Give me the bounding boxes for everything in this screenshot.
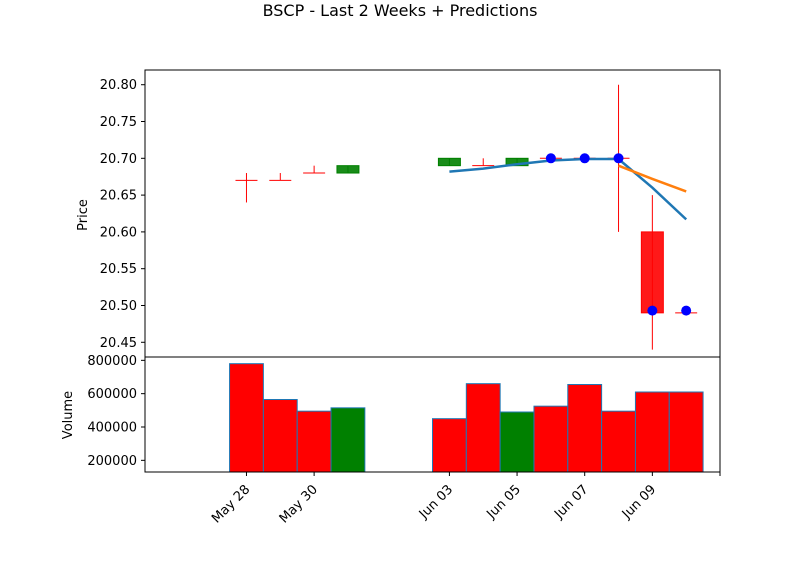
price-y-tick-label: 20.50	[100, 299, 137, 314]
volume-y-tick-label: 200000	[87, 454, 137, 469]
x-tick-label: Jun 07	[551, 482, 591, 522]
volume-bar	[432, 418, 467, 473]
volume-bar	[330, 407, 366, 473]
price-panel: 20.45 20.50 20.55 20.60 20.65 20.70 20.75 20.80	[100, 69, 721, 358]
price-y-tick-label: 20.75	[100, 115, 137, 130]
volume-bar	[229, 363, 264, 473]
candle-body	[437, 157, 461, 167]
prediction-marker	[545, 153, 556, 164]
price-axis-label: Price	[76, 199, 91, 231]
volume-panel: 200000 400000 600000 800000 May 28 May 30 Jun …	[87, 354, 721, 526]
volume-bar	[262, 399, 298, 473]
volume-bar	[499, 411, 535, 473]
volume-y-tick-label: 600000	[87, 387, 137, 402]
x-tick-label: Jun 03	[416, 482, 456, 522]
price-y-tick-label: 20.45	[100, 336, 137, 351]
price-axes-frame	[144, 69, 721, 358]
prediction-marker	[681, 305, 692, 316]
prediction-line	[449, 157, 688, 221]
volume-axes-frame	[144, 356, 721, 473]
volume-bar	[668, 391, 704, 473]
price-y-tick-label: 20.65	[100, 189, 137, 204]
volume-bar	[634, 391, 670, 473]
chart-title: BSCP - Last 2 Weeks + Predictions	[263, 1, 538, 20]
price-y-tick-label: 20.80	[100, 78, 137, 93]
prediction-marker	[647, 305, 658, 316]
x-tick-label: May 30	[277, 482, 321, 526]
price-y-tick-label: 20.70	[100, 152, 137, 167]
volume-y-tick-label: 800000	[87, 354, 137, 369]
prediction-marker	[579, 153, 590, 164]
volume-bar	[567, 384, 603, 473]
prediction-line	[618, 164, 687, 193]
volume-bar	[601, 410, 636, 473]
volume-y-tick-label: 400000	[87, 421, 137, 436]
volume-axis-label: Volume	[61, 391, 76, 439]
candle-body	[336, 165, 360, 174]
prediction-marker	[613, 153, 624, 164]
volume-bar	[533, 405, 569, 473]
volume-bar	[465, 383, 501, 473]
volume-bar	[296, 410, 332, 473]
price-y-tick-label: 20.55	[100, 262, 137, 277]
x-tick-label: May 28	[209, 482, 253, 526]
x-tick-label: Jun 05	[484, 482, 524, 522]
candle-body	[640, 231, 664, 314]
price-y-tick-label: 20.60	[100, 225, 137, 240]
x-tick-label: Jun 09	[619, 482, 659, 522]
